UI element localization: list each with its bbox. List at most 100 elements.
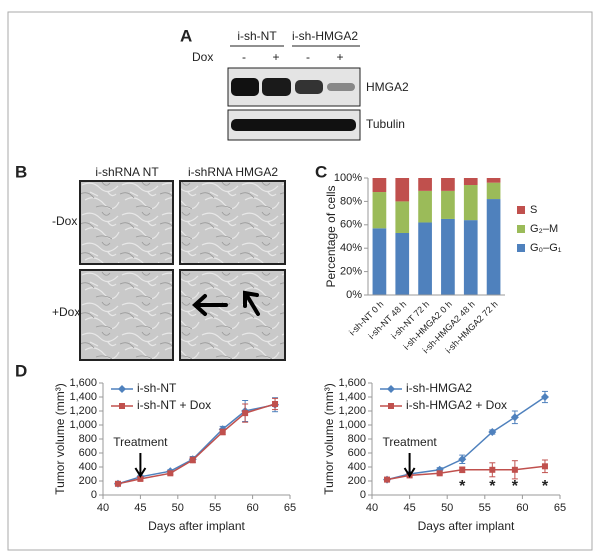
y-tick-label: 600	[348, 447, 366, 459]
legend-label: i-sh-NT + Dox	[137, 398, 211, 412]
significance-mark: *	[459, 478, 466, 495]
bar-segment	[395, 201, 410, 233]
x-tick-label: 40	[366, 502, 378, 514]
micrograph	[79, 180, 174, 265]
x-tick-label: 65	[284, 502, 296, 514]
significance-mark: *	[489, 478, 496, 495]
panel-label: A	[180, 26, 192, 45]
bar-segment	[463, 178, 478, 186]
annotation: Treatment	[113, 435, 168, 449]
bar-segment	[372, 228, 387, 295]
x-tick-label: 40	[97, 502, 109, 514]
y-tick-label: 80%	[340, 195, 362, 207]
point	[114, 480, 121, 487]
point	[458, 455, 467, 464]
band-label: HMGA2	[366, 80, 409, 94]
micrograph	[79, 269, 174, 361]
point	[488, 428, 497, 436]
legend-marker	[119, 403, 125, 409]
panel-label: D	[15, 361, 27, 380]
x-tick-label: 60	[246, 502, 258, 514]
y-tick-label: 400	[348, 461, 366, 473]
bar-segment	[372, 178, 387, 193]
point	[540, 393, 549, 401]
legend-label: S	[530, 204, 537, 216]
point	[272, 401, 279, 407]
bar-segment	[441, 178, 455, 191]
bar-segment	[441, 190, 455, 219]
bar-segment	[395, 178, 410, 202]
y-tick-label: 40%	[340, 242, 362, 254]
y-tick-label: 0	[91, 489, 97, 501]
bar-segment	[486, 199, 501, 295]
arrows	[192, 290, 260, 316]
lane-label: -	[242, 50, 246, 64]
y-tick-label: 1,200	[338, 405, 366, 417]
panel-label: C	[315, 162, 327, 181]
x-axis-label: Days after implant	[148, 519, 245, 533]
blot-treatment: Dox	[192, 50, 213, 64]
annotation-arrow	[403, 453, 416, 478]
legend-label: i-sh-HMGA2	[406, 381, 472, 395]
y-tick-label: 60%	[340, 219, 362, 231]
y-axis-label: Percentage of cells	[324, 185, 338, 287]
significance-mark: *	[512, 478, 519, 495]
bar-segment	[486, 178, 501, 183]
x-tick-label: 45	[403, 502, 415, 514]
y-tick-label: 0	[360, 489, 366, 501]
lane-label: -	[306, 50, 310, 64]
y-tick-label: 100%	[334, 172, 362, 184]
micrograph	[179, 180, 286, 265]
panel-label: B	[15, 162, 27, 181]
legend-swatch	[517, 244, 525, 252]
point	[242, 410, 249, 417]
y-tick-label: 600	[79, 447, 97, 459]
legend-marker	[388, 403, 394, 409]
bar-segment	[395, 232, 410, 295]
micrograph	[179, 269, 286, 361]
y-tick-label: 1,600	[69, 377, 97, 389]
bar-segment	[463, 185, 478, 221]
lane-label: +	[272, 50, 279, 64]
x-tick-label: 60	[516, 502, 528, 514]
significance-mark: *	[542, 478, 549, 495]
legend-swatch	[517, 225, 525, 233]
hmga2-bands	[231, 78, 355, 96]
point	[436, 470, 443, 477]
point	[459, 466, 466, 473]
legend-marker	[387, 385, 395, 393]
x-tick-label: 45	[134, 502, 146, 514]
point	[167, 470, 174, 477]
annotation: Treatment	[382, 435, 437, 449]
legend-label: G₂–M	[530, 223, 558, 235]
y-axis-label: Tumor volume (mm³)	[53, 383, 67, 495]
y-tick-label: 200	[79, 475, 97, 487]
legend-label: i-sh-HMGA2 + Dox	[406, 398, 507, 412]
y-tick-label: 1,200	[69, 405, 97, 417]
y-tick-label: 1,000	[338, 419, 366, 431]
bar-segment	[463, 220, 478, 295]
y-tick-label: 1,400	[338, 391, 366, 403]
column-label: i-shRNA NT	[95, 165, 159, 179]
point	[541, 463, 548, 470]
x-axis-label: Days after implant	[418, 519, 515, 533]
band-label: Tubulin	[366, 117, 405, 131]
bar-segment	[372, 192, 387, 229]
y-axis-label: Tumor volume (mm³)	[322, 383, 336, 495]
tubulin-band	[231, 119, 356, 131]
y-tick-label: 0%	[346, 289, 362, 301]
y-tick-label: 800	[348, 433, 366, 445]
y-tick-label: 400	[79, 461, 97, 473]
row-label: +Dox	[52, 305, 80, 319]
column-label: i-shRNA HMGA2	[188, 165, 278, 179]
x-tick-label: 50	[172, 502, 184, 514]
blot-group: i-sh-NT	[237, 29, 277, 43]
x-tick-label: 55	[479, 502, 491, 514]
point	[510, 413, 519, 422]
bar-segment	[418, 222, 432, 295]
point	[511, 466, 518, 473]
y-tick-label: 800	[79, 433, 97, 445]
legend-swatch	[517, 206, 525, 214]
legend-label: G₀–G₁	[530, 242, 562, 254]
